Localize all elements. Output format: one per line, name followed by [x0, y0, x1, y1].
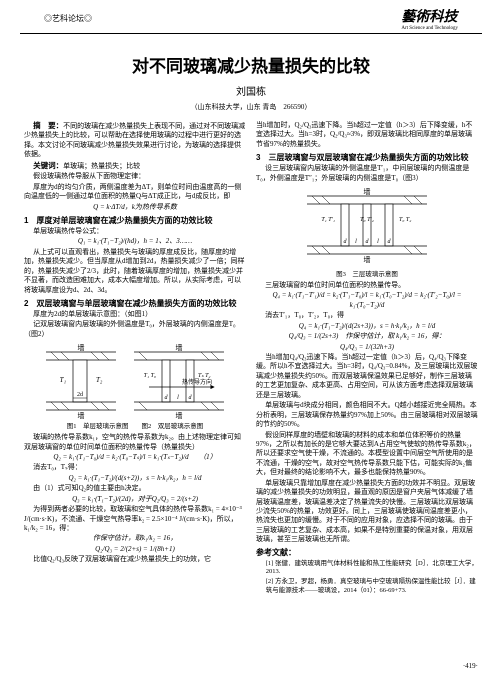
- p-r2: 设三层玻璃窗内层玻璃的外侧温度是T′₁，中间层玻璃的内侧温度是T₀，外侧温度是T…: [256, 164, 478, 183]
- eq-9: Q₄ = k₁·(T₁−T₂)/(d(2s+3))，s = h·k₁/k₂，h …: [256, 322, 478, 331]
- left-column: 摘 要：不同的玻璃在减少热量损失上表现不同，通过对不同玻璃减少热量损失上的比较，…: [24, 120, 246, 597]
- page-number: ·419·: [463, 662, 478, 670]
- journal-title-block: 藝術科技 Art Science and Technology: [401, 6, 458, 31]
- svg-text:T₀ T′₂: T₀ T′₂: [360, 217, 374, 223]
- svg-text:Tₛ T₂: Tₛ T₂: [198, 373, 211, 379]
- right-column: 当h增加时，Q₂/Q₃迅速下降。当h超过一定值（h＞3）后下降变缓，h不宜选择过…: [256, 120, 478, 597]
- references: 参考文献： [1] 张健．建筑玻璃用气体材料性能和热工性能研究［D］．北京理工大…: [256, 548, 478, 596]
- p-r3: 消去T′₁，T₀，T′₂，T₀，得: [256, 311, 478, 320]
- references-heading: 参考文献：: [256, 548, 478, 559]
- journal-title: 藝術科技: [401, 10, 457, 25]
- wall-bottom-2: 墙: [176, 411, 183, 420]
- p-r5: 单层玻璃与d块成分相同，颜色相同不大。Q越小越接近完全隔热。本分析表明，三层玻璃…: [256, 401, 478, 429]
- section-1: 1 厚度对单层玻璃窗在减少热量损失方面的功效比较: [24, 215, 246, 226]
- affiliation: （山东科技大学，山东 青岛 266590）: [0, 102, 502, 112]
- wall-top-2: 墙: [176, 343, 183, 352]
- eq-4: Q₂ = k₁·(T₁−T₂)/(d(s+2))，s = h·k₁/k₂，h =…: [24, 474, 246, 483]
- 2d-label: 2d: [77, 392, 83, 398]
- T2-label: T₂: [96, 376, 103, 384]
- keywords-text: 单玻璃；热量损失；比较: [63, 162, 140, 170]
- section-2: 2 双层玻璃窗与单层玻璃窗在减少热量损失方面的功效比较: [24, 298, 246, 309]
- fig3-triple-glass: 墙 T₁ T′₁ T₀ T′₂ T₀ T₂ d l d l d 墙: [307, 186, 427, 268]
- page-title: 对不同玻璃减少热量损失的比较: [0, 52, 502, 77]
- eq-8: Q₄ = k₁·(T₁−T′₁)/d = k₂·(T′₁−T₀)/l = k₁·…: [256, 291, 478, 310]
- p-r6: 假设同样厚度的墙壁和玻璃的材料的成本和单位体积等价的热量97%，之所以有加长的是…: [256, 431, 478, 478]
- p-l7: 玻璃的热传导系数k₁，空气的热传导系数为k₂。由上述物理定律可知双层玻璃窗的单位…: [24, 433, 246, 452]
- p-l11: 比值Q₂/Q₃反映了双层玻璃窗在减少热量损失上的功效，它: [24, 555, 246, 564]
- svg-text:l: l: [355, 239, 357, 245]
- eq-6: 作保守估计，取k₁/k₂ = 16，: [24, 534, 246, 543]
- journal-subtitle: Art Science and Technology: [401, 26, 458, 31]
- abstract-label: 摘 要：: [33, 121, 63, 130]
- svg-text:T₁ T₀: T₁ T₀: [144, 373, 156, 379]
- p-l10: 为得到两者必要的比较，取玻璃和空气具体的热传导系数k₁ = 4×10⁻³ J/(…: [24, 505, 246, 533]
- author: 刘国栋: [0, 83, 502, 98]
- eq-5: Q₃ = k₁·(T₁−T₂)/(2d)，对于Q₂/Q₃ = 2/(s+2): [24, 495, 246, 504]
- p-l1: 假设玻璃热传导服从下面物理定律：: [24, 172, 246, 181]
- eq-2: Q₁ = k₁·(T₁−T₂)/(hd)，h = 1、2、3……: [24, 237, 246, 246]
- keywords-label: 关键词：: [33, 161, 63, 170]
- abstract: 摘 要：不同的玻璃在减少热量损失上表现不同，通过对不同玻璃减少热量损失上的比较，…: [24, 121, 246, 160]
- figure-3: 墙 T₁ T′₁ T₀ T′₂ T₀ T₂ d l d l d 墙: [256, 186, 478, 268]
- p-l6: 记双层玻璃窗内层玻璃的外侧温度是T₀，外层玻璃的内侧温度是T₀（图2）: [24, 320, 246, 339]
- svg-text:墙: 墙: [364, 187, 371, 196]
- eq-3: Q₂ = k₁·(T₁−T₀)/d = k₂·(T₀−Tₛ)/l = k₁·(T…: [24, 453, 246, 462]
- eq-1: Q = k·ΔT/d，k为热传导系数: [24, 203, 246, 212]
- p-r4: 当h增加Q₄/Q₃迅速下降。当h超过一定值（h＞3）后，Q₄/Q₃下降变缓。所以…: [256, 353, 478, 400]
- figure-1-2: 墙 墙 T₁ T₂ 2d 墙: [24, 342, 246, 420]
- wall-top-1: 墙: [78, 343, 85, 352]
- fig1-single-glass: 墙 墙 T₁ T₂ 2d: [46, 342, 116, 420]
- svg-text:墙: 墙: [364, 255, 371, 264]
- p-l2: 厚度为d的均匀介质，两侧温度差为ΔT，则单位时间由温度高的一侧向温度低的一侧通过…: [24, 183, 246, 202]
- eq-10: Q₄/Q₃ = 1/(2s+3) 作保守估计，取 k₁/k₂ = 16，得：: [256, 332, 478, 341]
- section-3: 3 三层玻璃窗与双层玻璃窗在减少热量损失方面的功效比较: [256, 152, 478, 163]
- svg-text:T₁ T′₁: T₁ T′₁: [321, 217, 335, 223]
- p-l8: 消去T₀，Tₛ得：: [24, 463, 246, 472]
- figcaption-1-2: 图1 单层玻璃示意图 图2 双层玻璃示意图: [24, 423, 246, 432]
- p-l9: 由（1）式可知Q₂的值主要由h决定。: [24, 484, 246, 493]
- p-r7: 单层玻璃只靠增加厚度在减少热量损失方面的功效并不明显。双层玻璃的减少热量损失的功…: [256, 479, 478, 545]
- eq-11: Q₄/Q₃ = 1/(32h+3): [256, 343, 478, 352]
- eq-7: Q₂/Q₃ = 2/(2+s) = 1/(8h+1): [24, 545, 246, 554]
- svg-text:T₀ T₂: T₀ T₂: [399, 217, 411, 223]
- p-l4: 从上式可以直观看出，热量损失与玻璃的厚度成反比，随厚度的增加，热量损失减少。但当…: [24, 248, 246, 295]
- heat-direction: 热传导方向: [182, 378, 212, 386]
- svg-text:l: l: [177, 395, 179, 401]
- p-l3: 单层玻璃热传导公式：: [24, 227, 246, 236]
- ref-2: [2] 方永卫，罗超，杨勇．真空玻璃与中空玻璃隔热保温性能比较［J］．建筑与能源…: [256, 578, 478, 596]
- wall-bottom-1: 墙: [78, 411, 85, 420]
- forum-label: ◎艺科论坛◎: [44, 13, 92, 24]
- figcaption-3: 图3 三层玻璃示意图: [256, 271, 478, 280]
- p-tri: 三层玻璃窗的单位时间单位面积的热量传导。: [256, 281, 478, 290]
- svg-text:l: l: [377, 239, 379, 245]
- p-l5: 厚度为2d的单层玻璃示意图：（如图1）: [24, 310, 246, 319]
- keywords: 关键词：单玻璃；热量损失；比较: [24, 161, 246, 171]
- p-r1: 当h增加时，Q₂/Q₃迅速下降。当h超过一定值（h＞3）后下降变缓，h不宜选择过…: [256, 121, 478, 149]
- T1-label: T₁: [60, 376, 66, 384]
- ref-1: [1] 张健．建筑玻璃用气体材料性能和热工性能研究［D］．北京理工大学，2013…: [256, 560, 478, 578]
- fig2-double-glass: 墙 墙 T₁ T₀ Tₛ T₂ 热传导方向 d l d: [134, 342, 224, 420]
